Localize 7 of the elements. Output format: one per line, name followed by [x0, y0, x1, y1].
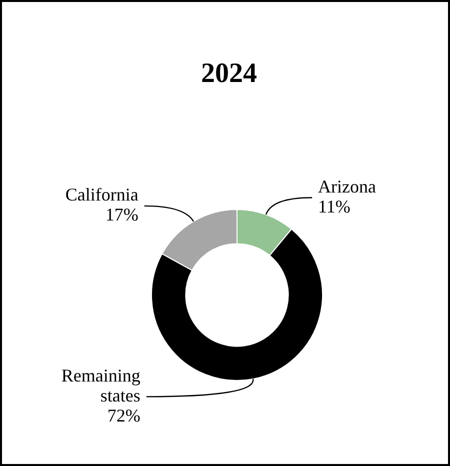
chart-title: 2024 [201, 58, 257, 90]
slice-label: Arizona [318, 176, 376, 196]
slice-label: Remaining states [61, 365, 140, 406]
slice-label: California [65, 184, 138, 205]
data-label: 17% [105, 204, 138, 225]
data-label: 72% [107, 405, 140, 426]
data-label: 11% [318, 196, 350, 216]
